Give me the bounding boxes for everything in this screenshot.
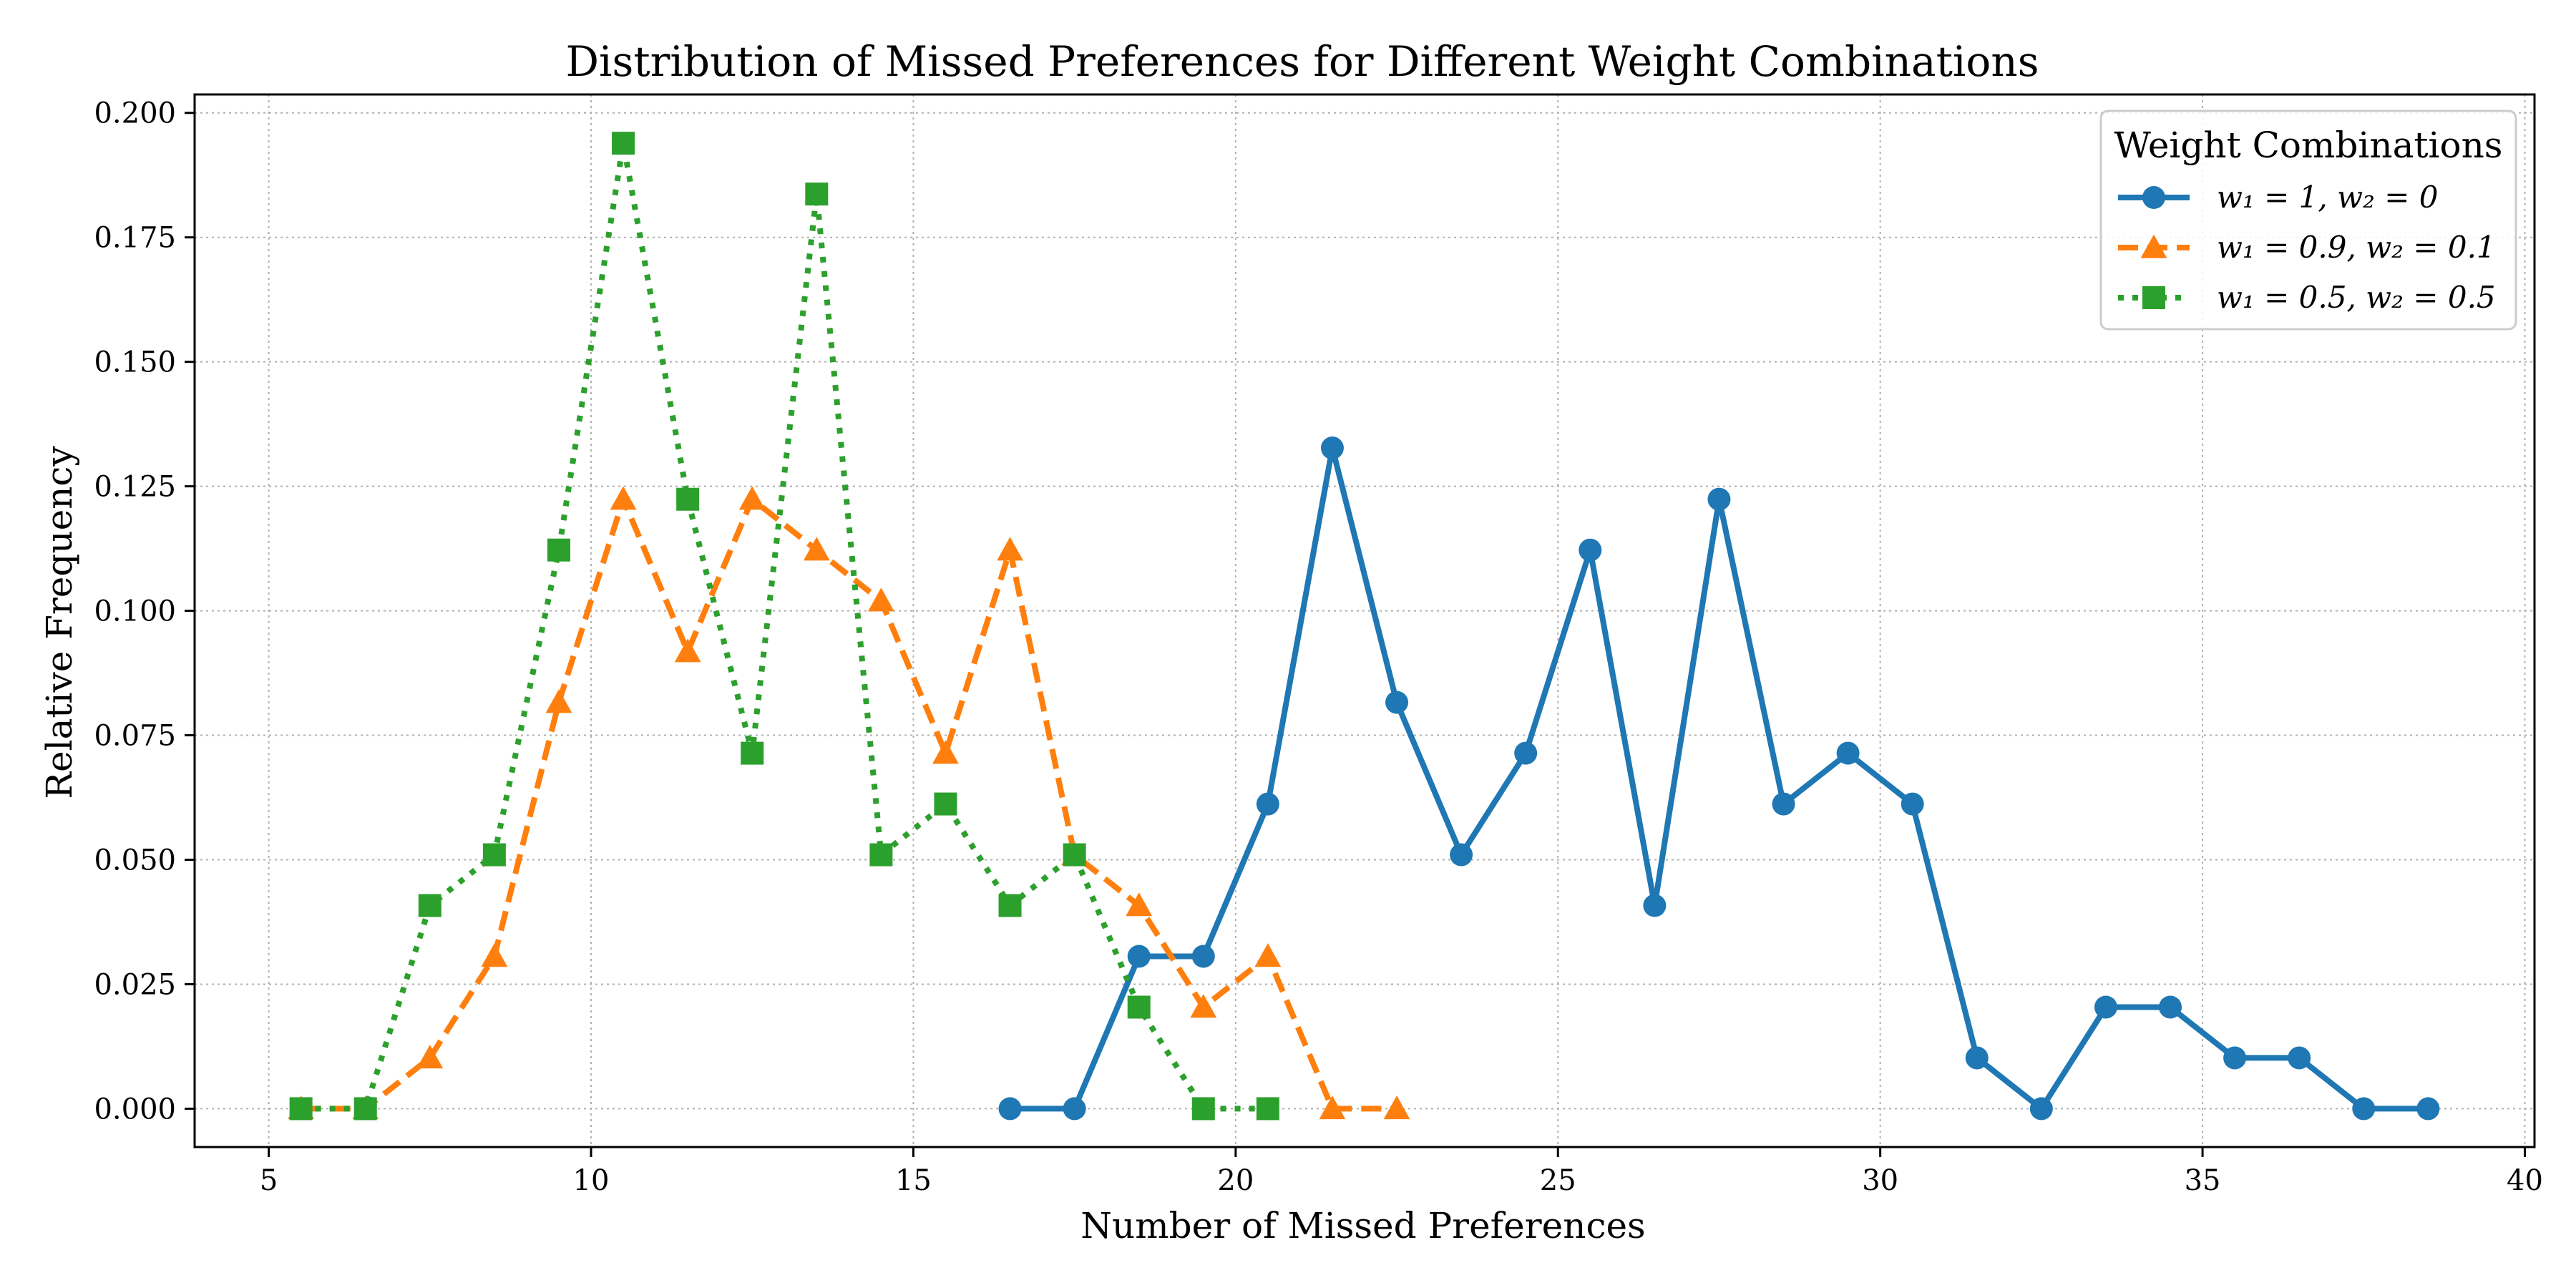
data-point [932, 740, 959, 764]
x-tick-label: 20 [1217, 1164, 1254, 1197]
series-1 [998, 436, 2440, 1121]
ticks: 5 10 15 20 25 30 35 40 0.000 0.025 0.050 0.075 0.100… [94, 97, 2542, 1197]
legend: Weight Combinations w₁ = 1, w₂ = 0 w₁ = 0… [2099, 109, 2517, 331]
data-point [1256, 792, 1279, 816]
data-point [2352, 1097, 2376, 1121]
data-point [1901, 792, 1924, 816]
data-point [674, 638, 701, 663]
series-layer [288, 132, 2440, 1121]
legend-entries: w₁ = 1, w₂ = 0 w₁ = 0.9, w₂ = 0.1 w₁ = 0.5… [2118, 180, 2496, 315]
series-3 [289, 132, 1279, 1121]
y-tick-label: 0.175 [94, 222, 176, 255]
data-point [416, 1045, 444, 1069]
data-point [1319, 1096, 1346, 1120]
data-point [998, 1097, 1022, 1121]
data-point [1127, 945, 1151, 968]
legend-marker [2142, 286, 2165, 309]
data-point [610, 486, 637, 510]
y-tick-label: 0.150 [94, 346, 176, 379]
x-tick-label: 30 [1862, 1164, 1898, 1197]
x-tick-label: 40 [2507, 1164, 2543, 1197]
data-point [2288, 1046, 2311, 1070]
data-point [741, 741, 764, 765]
y-tick-label: 0.100 [94, 595, 176, 628]
legend-marker [2142, 186, 2165, 209]
data-point [1965, 1046, 1989, 1070]
legend-title: Weight Combinations [2114, 125, 2503, 166]
data-point [1127, 995, 1151, 1019]
data-point [803, 537, 830, 561]
data-point [545, 689, 572, 713]
data-point [1254, 943, 1282, 967]
y-tick-label: 0.000 [94, 1093, 176, 1126]
x-tick-label: 25 [1540, 1164, 1576, 1197]
legend-label: w₁ = 1, w₂ = 0 [2217, 180, 2439, 215]
data-point [2223, 1046, 2247, 1070]
data-point [998, 894, 1022, 917]
data-point [2029, 1097, 2053, 1121]
plot-frame [193, 93, 2536, 1148]
data-point [1450, 843, 1473, 867]
series-line [301, 496, 1397, 1112]
data-point [1256, 1097, 1279, 1121]
data-point [482, 843, 506, 867]
legend-marker [2140, 234, 2167, 258]
legend-entry: w₁ = 0.9, w₂ = 0.1 [2118, 230, 2496, 265]
data-point [1383, 1096, 1410, 1120]
data-point [997, 537, 1023, 561]
data-point [1063, 1097, 1086, 1121]
data-point [1191, 945, 1215, 968]
data-point [1579, 538, 1602, 562]
legend-entry: w₁ = 0.5, w₂ = 0.5 [2118, 280, 2496, 315]
data-point [418, 894, 441, 917]
data-point [1063, 843, 1086, 867]
data-point [612, 132, 635, 155]
data-point [867, 587, 894, 612]
data-point [2159, 995, 2182, 1019]
data-point [1126, 892, 1153, 917]
data-point [1385, 691, 1409, 714]
data-point [481, 943, 508, 967]
data-point [1190, 994, 1217, 1018]
y-tick-label: 0.025 [94, 968, 176, 1001]
legend-entry: w₁ = 1, w₂ = 0 [2118, 180, 2439, 215]
x-tick-label: 35 [2185, 1164, 2221, 1197]
x-tick-label: 5 [260, 1164, 278, 1197]
data-point [2416, 1097, 2440, 1121]
chart-title: Distribution of Missed Preferences for D… [566, 37, 2039, 86]
legend-label: w₁ = 0.5, w₂ = 0.5 [2217, 280, 2496, 315]
data-point [1836, 741, 1860, 765]
data-point [1514, 741, 1538, 765]
y-tick-label: 0.075 [94, 720, 176, 753]
data-point [805, 182, 829, 206]
legend-label: w₁ = 0.9, w₂ = 0.1 [2217, 230, 2496, 265]
series-line [301, 140, 1268, 1112]
data-point [1191, 1097, 1215, 1121]
data-point [934, 792, 957, 816]
y-tick-label: 0.050 [94, 844, 176, 877]
x-axis-label: Number of Missed Preferences [1080, 1205, 1645, 1246]
data-point [1707, 487, 1731, 511]
data-point [2094, 995, 2117, 1019]
y-tick-label: 0.200 [94, 97, 176, 130]
legend-box [2099, 109, 2517, 331]
data-point [676, 487, 700, 511]
data-point [289, 1097, 313, 1121]
data-point [1772, 792, 1795, 816]
x-tick-label: 10 [573, 1164, 610, 1197]
y-axis-label: Relative Frequency [39, 446, 80, 799]
data-point [1320, 436, 1344, 460]
data-point [547, 538, 570, 562]
data-point [869, 843, 893, 867]
data-point [1643, 894, 1667, 917]
x-tick-label: 15 [895, 1164, 932, 1197]
data-point [738, 486, 766, 510]
y-tick-label: 0.125 [94, 471, 176, 504]
data-point [353, 1097, 377, 1121]
